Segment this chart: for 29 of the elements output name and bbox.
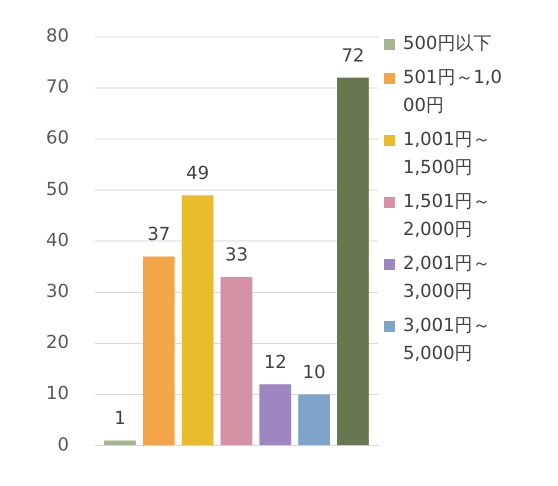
- bar: [104, 440, 136, 446]
- y-tick-label: 70: [46, 76, 69, 98]
- legend-label: 500円以下: [403, 32, 492, 56]
- data-label: 49: [186, 162, 210, 184]
- bar: [142, 256, 175, 446]
- y-tick-label: 40: [46, 230, 69, 251]
- legend-label: 2,001円～3,000円: [403, 252, 492, 304]
- data-label: 10: [302, 362, 326, 384]
- y-tick-label: 80: [46, 25, 69, 46]
- data-label: 12: [264, 352, 287, 373]
- y-tick-label: 10: [46, 383, 69, 404]
- y-tick-label: 0: [57, 434, 69, 456]
- y-tick-label: 30: [46, 280, 69, 302]
- bar: [220, 276, 252, 446]
- y-tick-label: 60: [46, 128, 69, 149]
- bar: [182, 195, 214, 446]
- data-label: 1: [114, 408, 126, 430]
- bar: [337, 78, 369, 446]
- legend-label: 3,001円～5,000円: [403, 314, 492, 366]
- bar: [298, 394, 330, 446]
- data-label: 72: [341, 45, 364, 66]
- legend-label: 1,501円～2,000円: [403, 190, 492, 242]
- data-label: 33: [225, 244, 248, 266]
- y-tick-label: 50: [46, 178, 69, 200]
- legend-label: 501円～1,000円: [403, 66, 503, 118]
- bar: [259, 384, 292, 446]
- data-label: 37: [147, 224, 170, 246]
- legend-label: 1,001円～1,500円: [403, 128, 492, 180]
- y-tick-label: 20: [46, 332, 69, 354]
